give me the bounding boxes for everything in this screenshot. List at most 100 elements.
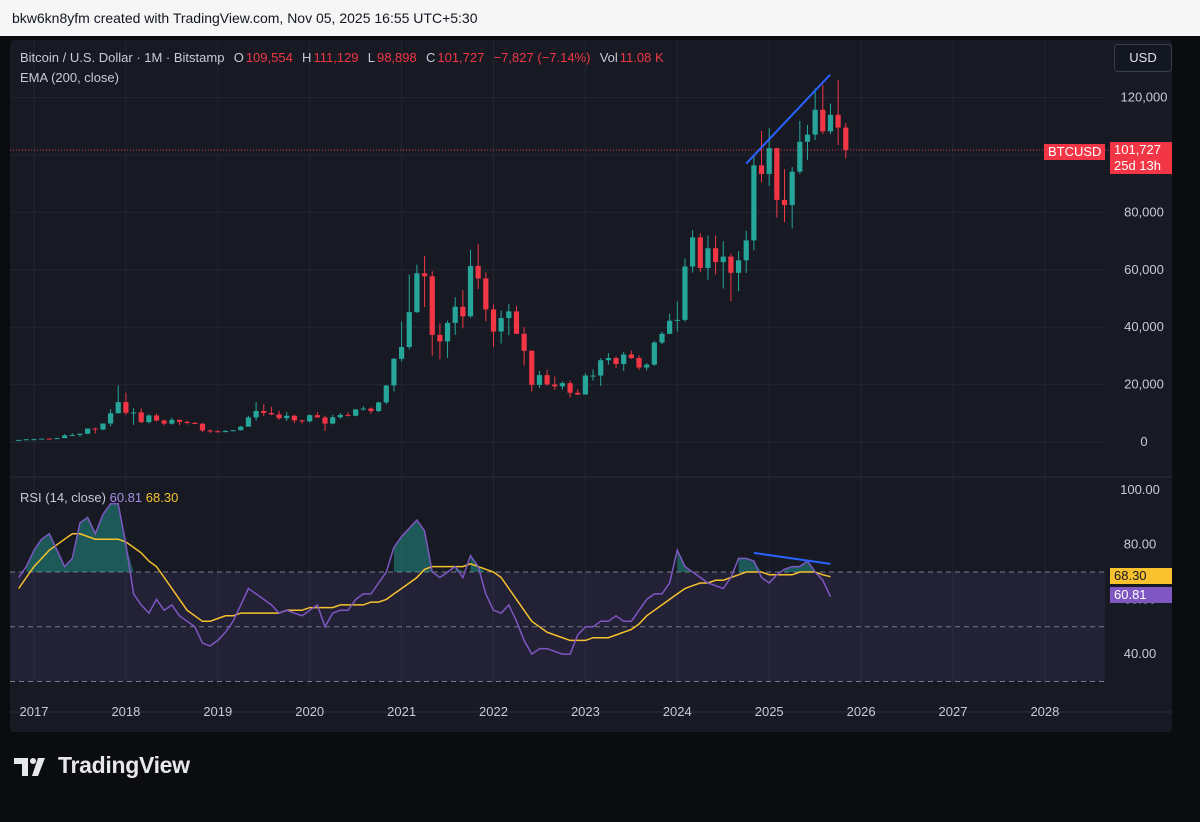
candle-body bbox=[360, 408, 366, 410]
candle bbox=[483, 272, 489, 322]
candle-body bbox=[123, 402, 129, 413]
candle bbox=[368, 407, 374, 414]
close-value: 101,727 bbox=[437, 50, 485, 65]
candle-body bbox=[268, 413, 275, 415]
candle bbox=[804, 124, 811, 160]
candle-body bbox=[261, 411, 267, 414]
candle-body bbox=[69, 434, 75, 436]
candle bbox=[414, 264, 420, 313]
candle bbox=[728, 253, 734, 302]
bar-countdown: 25d 13h bbox=[1114, 158, 1161, 173]
time-axis-label: 2021 bbox=[387, 704, 416, 719]
tradingview-logo[interactable]: TradingView bbox=[14, 752, 190, 779]
candle-body bbox=[667, 320, 673, 334]
candle bbox=[452, 297, 458, 335]
candle bbox=[207, 429, 213, 434]
vol-value: 11.08 K bbox=[619, 50, 664, 65]
candle-body bbox=[605, 358, 611, 361]
candle bbox=[46, 438, 52, 440]
price-axis-label: 0 bbox=[1140, 434, 1147, 449]
candle bbox=[735, 251, 742, 292]
candle-body bbox=[16, 439, 22, 441]
candle-body bbox=[521, 333, 527, 351]
candle bbox=[330, 414, 336, 425]
candle-body bbox=[376, 402, 382, 412]
rsi-ma-line bbox=[18, 533, 831, 642]
candle bbox=[506, 303, 512, 336]
candle-body bbox=[751, 165, 757, 241]
candle-body bbox=[421, 273, 428, 277]
candle-body bbox=[222, 431, 229, 433]
low-label: L bbox=[367, 50, 375, 65]
candle-body bbox=[368, 408, 374, 412]
symbol-name[interactable]: Bitcoin / U.S. Dollar · 1M · Bitstamp bbox=[20, 50, 225, 65]
candle bbox=[39, 438, 45, 440]
candle bbox=[697, 233, 703, 273]
time-axis-label: 2026 bbox=[847, 704, 876, 719]
candle-body bbox=[498, 318, 504, 332]
candle bbox=[176, 419, 183, 426]
candle bbox=[421, 255, 428, 308]
candle bbox=[529, 350, 535, 392]
candle-body bbox=[437, 334, 443, 342]
rsi-legend[interactable]: RSI (14, close) 60.81 68.30 bbox=[20, 490, 178, 505]
candle-body bbox=[353, 409, 359, 416]
rsi-ma-tag: 68.30 bbox=[1110, 568, 1172, 584]
candle bbox=[337, 413, 343, 419]
candle bbox=[146, 414, 152, 424]
chart-canvas[interactable]: 120,000100,00080,00060,00040,00020,00001… bbox=[10, 40, 1172, 732]
candle-body bbox=[651, 342, 657, 365]
candle bbox=[667, 313, 673, 335]
candle bbox=[23, 439, 29, 441]
candle-body bbox=[781, 199, 788, 206]
candle bbox=[559, 381, 566, 390]
candle-body bbox=[682, 266, 688, 320]
candle bbox=[123, 392, 129, 416]
candle-body bbox=[621, 354, 627, 364]
candle-body bbox=[674, 319, 680, 321]
rsi-tag: 60.81 bbox=[1110, 587, 1172, 603]
candle bbox=[781, 169, 788, 223]
candle bbox=[107, 408, 114, 427]
ema-legend[interactable]: EMA (200, close) bbox=[20, 70, 119, 85]
candle-body bbox=[636, 358, 642, 368]
candle bbox=[690, 230, 696, 273]
currency-button[interactable]: USD bbox=[1114, 44, 1172, 72]
candle bbox=[536, 371, 543, 389]
candle-body bbox=[452, 306, 458, 323]
price-axis-label: 80,000 bbox=[1124, 204, 1164, 219]
candle-body bbox=[628, 354, 634, 359]
candle bbox=[307, 414, 313, 423]
candle bbox=[444, 320, 451, 358]
chart-panel[interactable]: 120,000100,00080,00060,00040,00020,00001… bbox=[10, 40, 1172, 732]
candle bbox=[199, 423, 206, 432]
candle bbox=[498, 310, 504, 344]
candle-body bbox=[199, 423, 206, 431]
candle bbox=[605, 353, 611, 365]
tradingview-logo-icon bbox=[14, 756, 50, 776]
candle-body bbox=[207, 430, 213, 432]
candle-body bbox=[467, 266, 474, 317]
candle-body bbox=[391, 358, 397, 386]
candle bbox=[636, 355, 642, 370]
price-axis-label: 20,000 bbox=[1124, 377, 1164, 392]
candle bbox=[827, 103, 834, 135]
candle bbox=[345, 412, 351, 417]
time-axis-label: 2024 bbox=[663, 704, 692, 719]
candle bbox=[291, 414, 297, 424]
footer bbox=[0, 740, 1200, 822]
candle bbox=[751, 155, 757, 251]
candle-body bbox=[138, 412, 144, 423]
time-axis-label: 2028 bbox=[1030, 704, 1059, 719]
candle-body bbox=[337, 414, 343, 418]
rsi-axis-label: 40.00 bbox=[1124, 646, 1157, 661]
candle-body bbox=[567, 383, 573, 393]
candle-body bbox=[774, 148, 780, 200]
candle bbox=[238, 425, 244, 431]
candle-body bbox=[812, 109, 818, 135]
candle bbox=[245, 415, 252, 427]
candle bbox=[138, 408, 144, 424]
candle-body bbox=[712, 248, 719, 263]
candle bbox=[774, 147, 780, 218]
